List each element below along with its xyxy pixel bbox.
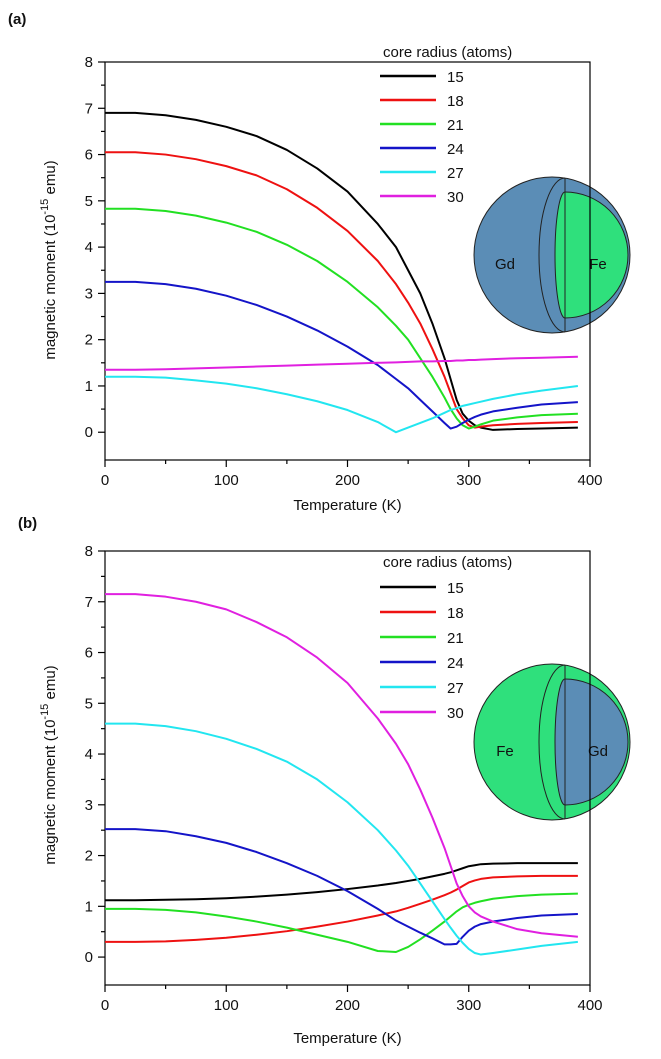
inset-outer-label: Fe: [496, 743, 514, 760]
legend-label: 27: [447, 680, 464, 697]
legend-label: 21: [447, 117, 464, 134]
y-tick-label: 1: [85, 378, 93, 395]
legend-title: core radius (atoms): [383, 44, 512, 61]
y-tick-label: 2: [85, 332, 93, 349]
legend-label: 21: [447, 630, 464, 647]
inset-inner-label: Gd: [588, 743, 608, 760]
y-tick-label: 3: [85, 797, 93, 814]
y-tick-label: 0: [85, 949, 93, 966]
y-tick-label: 2: [85, 848, 93, 865]
legend-label: 30: [447, 189, 464, 206]
legend-title: core radius (atoms): [383, 554, 512, 571]
y-tick-label: 5: [85, 695, 93, 712]
y-tick-label: 8: [85, 54, 93, 71]
x-tick-label: 100: [214, 472, 239, 489]
y-axis-label-part: -15: [39, 704, 51, 720]
legend-label: 30: [447, 705, 464, 722]
x-tick-label: 200: [335, 472, 360, 489]
x-tick-label: 0: [101, 997, 109, 1014]
y-tick-label: 7: [85, 100, 93, 117]
inset-inner-label: Fe: [589, 256, 607, 273]
y-axis-label-part: magnetic moment (10: [42, 215, 59, 360]
y-tick-label: 4: [85, 239, 93, 256]
x-axis-label: Temperature (K): [293, 1030, 401, 1047]
legend-label: 15: [447, 580, 464, 597]
y-tick-label: 6: [85, 645, 93, 662]
y-tick-label: 6: [85, 147, 93, 164]
inset-core: [554, 191, 629, 319]
series-line: [105, 151, 578, 429]
y-tick-label: 8: [85, 543, 93, 560]
x-tick-label: 300: [456, 472, 481, 489]
series-line: [105, 828, 578, 946]
series-line: [105, 862, 578, 902]
x-tick-label: 200: [335, 997, 360, 1014]
x-tick-label: 0: [101, 472, 109, 489]
y-axis-label: magnetic moment (10-15 emu): [39, 665, 59, 864]
y-tick-label: 3: [85, 285, 93, 302]
series-line: [105, 375, 579, 434]
y-axis-label: magnetic moment (10-15 emu): [39, 160, 59, 359]
inset-cut: [538, 664, 566, 820]
y-axis-label-part: magnetic moment (10: [42, 720, 59, 865]
series-line: [105, 874, 578, 943]
series-line: [105, 207, 578, 430]
y-tick-label: 7: [85, 594, 93, 611]
series-line: [105, 722, 578, 956]
legend-label: 24: [447, 141, 464, 158]
y-axis-label-part: emu): [42, 160, 59, 198]
y-tick-label: 5: [85, 193, 93, 210]
series-line: [105, 280, 578, 430]
legend-label: 18: [447, 93, 464, 110]
legend-label: 15: [447, 69, 464, 86]
panel-label: (b): [18, 515, 37, 532]
y-tick-label: 4: [85, 746, 93, 763]
y-axis-label-part: emu): [42, 665, 59, 703]
y-tick-label: 0: [85, 424, 93, 441]
x-tick-label: 400: [577, 472, 602, 489]
y-tick-label: 1: [85, 898, 93, 915]
series-line: [105, 892, 578, 954]
inset-cut: [538, 177, 566, 333]
x-axis-label: Temperature (K): [293, 497, 401, 514]
y-axis-label-part: -15: [39, 199, 51, 215]
inset-outer-label: Gd: [495, 256, 515, 273]
x-tick-label: 300: [456, 997, 481, 1014]
x-tick-label: 400: [577, 997, 602, 1014]
inset-core: [554, 678, 629, 806]
panel-label: (a): [8, 11, 26, 28]
series-line: [105, 593, 578, 938]
legend-label: 18: [447, 605, 464, 622]
legend-label: 27: [447, 165, 464, 182]
x-tick-label: 100: [214, 997, 239, 1014]
series-line: [105, 355, 578, 371]
legend-label: 24: [447, 655, 464, 672]
